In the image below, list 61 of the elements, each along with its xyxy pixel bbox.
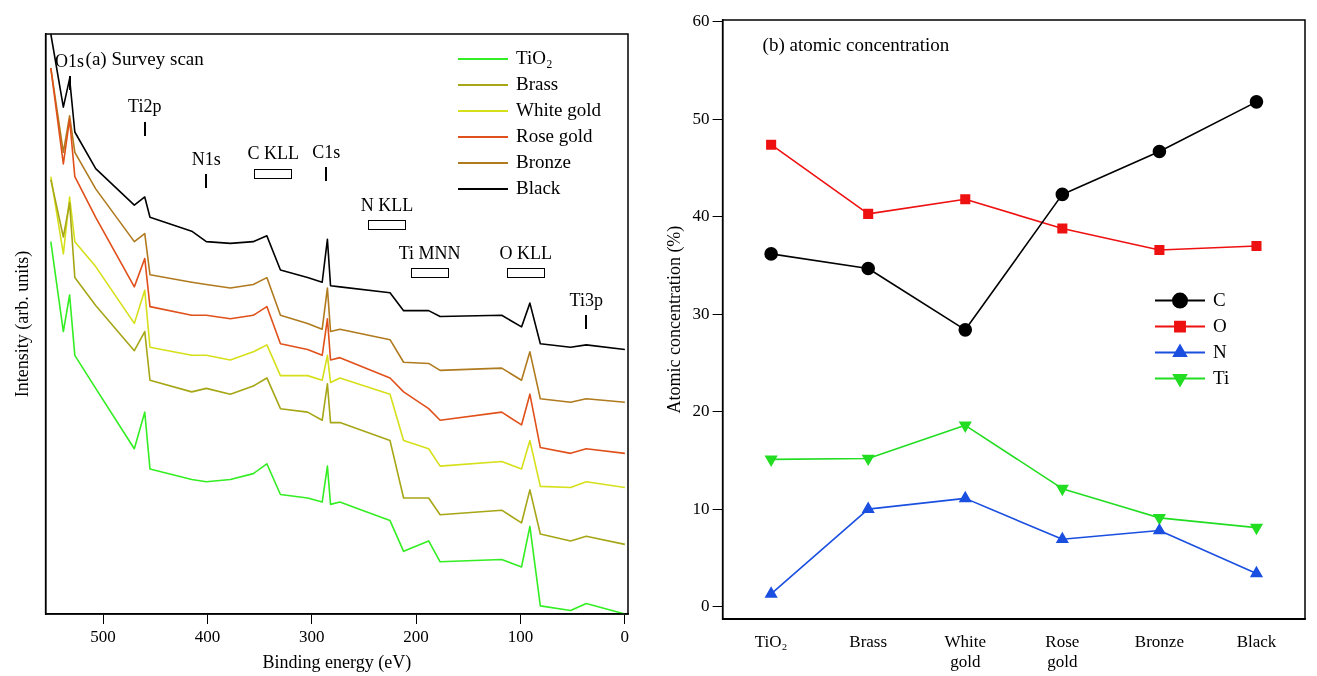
point [1250,566,1263,578]
y-tick-label: 40 [692,206,710,226]
point [765,587,778,598]
point [861,261,875,276]
point [863,208,874,219]
annotation: N KLL [360,194,414,215]
legend-label: Ti [1213,366,1230,388]
legend-label: O [1213,314,1227,336]
point [1056,532,1069,544]
point [862,502,875,513]
legend-label: Rose gold [516,124,594,146]
y-tick-label: 50 [692,108,710,128]
legend-label: Brass [516,72,559,94]
point [766,139,777,150]
legend-label: C [1213,288,1226,310]
x-tick-label: Black [1236,631,1277,651]
x-tick-label: 0 [620,626,630,646]
x-tick-label: 300 [299,626,325,646]
x-tick-label: 400 [194,626,221,646]
point [1154,244,1165,255]
x-axis-title: Binding energy (eV) [262,651,412,673]
text: (a) Survey scan [85,47,205,70]
annotation: O KLL [499,242,552,263]
text: (b) atomic concentration [762,33,950,56]
point [1249,95,1264,109]
y-axis-title: Atomic concentration (%) [663,225,685,414]
point [959,491,972,503]
annotation: Ti MNN [398,242,461,263]
legend-label: Black [516,176,561,198]
x-tick-label: 100 [507,626,534,646]
annotation: C KLL [247,143,299,164]
point [764,247,778,261]
y-tick-label: 20 [692,401,710,421]
point [960,194,971,205]
x-tick-label: White gold [944,631,987,672]
point [1152,144,1167,159]
annotation: O1s [55,51,85,72]
x-tick-label: Rose gold [1045,631,1080,672]
annotation: Ti3p [569,289,603,310]
point [1057,223,1068,234]
legend-label: N [1213,340,1227,362]
annotation: C1s [312,142,341,163]
y-axis-title: Intensity (arb. units) [11,250,33,398]
annotation: N1s [191,149,221,170]
y-tick-label: 30 [692,303,710,323]
point [1055,187,1070,202]
x-tick-label: Brass [849,631,888,651]
x-tick-label: 200 [403,626,429,646]
point [958,323,973,337]
legend-label: White gold [516,98,602,120]
x-tick-label: 500 [90,626,116,646]
point [1153,523,1166,535]
y-tick-label: 10 [692,498,710,518]
point [1251,241,1262,252]
legend-label: TiO₂ [516,46,553,68]
y-tick-label: 0 [701,596,710,615]
legend-label: Bronze [516,150,571,172]
annotation: Ti2p [128,96,162,117]
y-tick-label: 60 [692,11,710,31]
x-tick-label: Bronze [1134,631,1184,651]
x-tick-label: TiO₂ [754,631,788,651]
